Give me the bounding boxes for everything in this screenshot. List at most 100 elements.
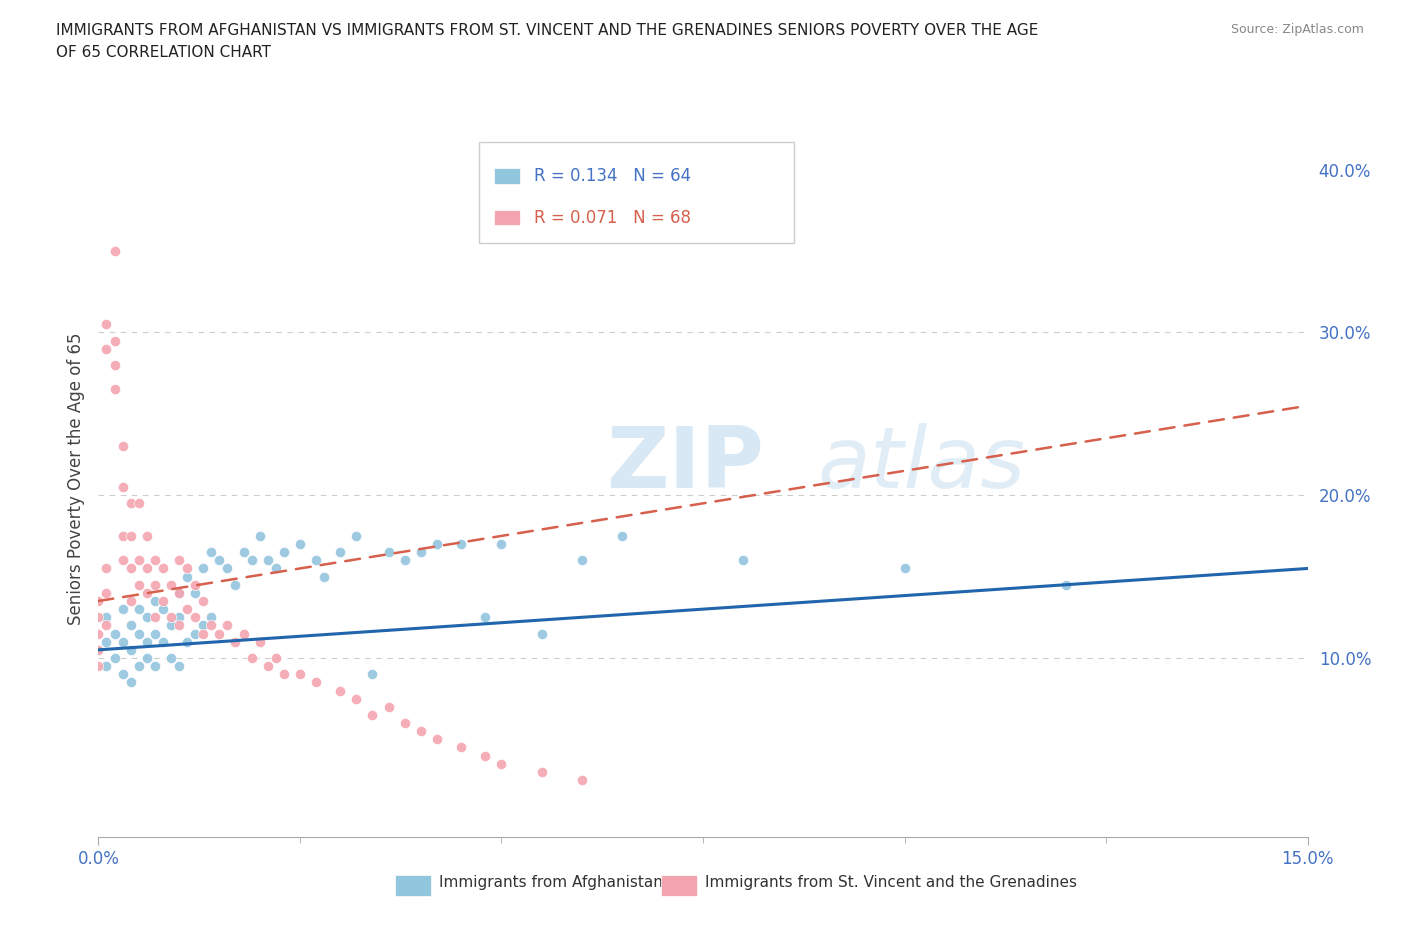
- Point: [111, 634, 134, 649]
- Point: [193, 593, 215, 608]
- Point: [256, 552, 278, 567]
- Text: R = 0.134   N = 64: R = 0.134 N = 64: [534, 167, 690, 185]
- Point: [491, 756, 513, 771]
- Point: [377, 699, 399, 714]
- Point: [160, 578, 183, 592]
- Point: [176, 569, 198, 584]
- Point: [120, 593, 142, 608]
- Text: Immigrants from Afghanistan: Immigrants from Afghanistan: [440, 875, 664, 890]
- Point: [103, 651, 125, 666]
- Point: [128, 552, 150, 567]
- Point: [1054, 578, 1077, 592]
- Point: [232, 626, 254, 641]
- Point: [344, 528, 367, 543]
- Point: [120, 561, 142, 576]
- Point: [160, 618, 183, 633]
- Point: [128, 626, 150, 641]
- Point: [571, 773, 593, 788]
- Point: [128, 602, 150, 617]
- Point: [184, 626, 207, 641]
- Point: [450, 537, 472, 551]
- Point: [208, 626, 231, 641]
- Point: [143, 626, 166, 641]
- Point: [120, 528, 142, 543]
- Point: [87, 643, 110, 658]
- Point: [160, 651, 183, 666]
- Point: [474, 610, 496, 625]
- Text: OF 65 CORRELATION CHART: OF 65 CORRELATION CHART: [56, 45, 271, 60]
- Point: [96, 561, 118, 576]
- Point: [200, 545, 222, 560]
- Point: [135, 634, 157, 649]
- Point: [167, 586, 190, 601]
- Point: [135, 610, 157, 625]
- Point: [612, 528, 634, 543]
- Point: [143, 610, 166, 625]
- Point: [232, 545, 254, 560]
- Point: [571, 552, 593, 567]
- Point: [143, 578, 166, 592]
- Point: [176, 634, 198, 649]
- FancyBboxPatch shape: [479, 142, 793, 243]
- Point: [167, 552, 190, 567]
- Point: [96, 317, 118, 332]
- Point: [530, 764, 553, 779]
- Point: [160, 610, 183, 625]
- Point: [120, 675, 142, 690]
- Point: [305, 675, 328, 690]
- Point: [135, 528, 157, 543]
- FancyBboxPatch shape: [494, 209, 520, 225]
- Point: [135, 561, 157, 576]
- Point: [96, 634, 118, 649]
- Point: [184, 578, 207, 592]
- Point: [135, 586, 157, 601]
- Point: [217, 618, 239, 633]
- Point: [361, 708, 384, 723]
- Point: [96, 610, 118, 625]
- Point: [176, 561, 198, 576]
- Point: [96, 658, 118, 673]
- Point: [184, 610, 207, 625]
- FancyBboxPatch shape: [395, 875, 432, 897]
- Point: [111, 528, 134, 543]
- Point: [120, 618, 142, 633]
- Point: [240, 651, 263, 666]
- Point: [152, 602, 174, 617]
- FancyBboxPatch shape: [494, 168, 520, 184]
- Text: Immigrants from St. Vincent and the Grenadines: Immigrants from St. Vincent and the Gren…: [706, 875, 1077, 890]
- Point: [96, 341, 118, 356]
- Point: [135, 651, 157, 666]
- Point: [450, 740, 472, 755]
- Point: [409, 724, 432, 738]
- Point: [103, 333, 125, 348]
- Point: [103, 626, 125, 641]
- Point: [208, 552, 231, 567]
- Point: [143, 552, 166, 567]
- Point: [193, 618, 215, 633]
- Point: [193, 626, 215, 641]
- Text: Source: ZipAtlas.com: Source: ZipAtlas.com: [1230, 23, 1364, 36]
- Point: [249, 634, 271, 649]
- Point: [426, 537, 449, 551]
- Point: [273, 545, 295, 560]
- Point: [111, 552, 134, 567]
- Point: [111, 602, 134, 617]
- Point: [200, 610, 222, 625]
- Point: [111, 667, 134, 682]
- Point: [474, 748, 496, 763]
- Text: atlas: atlas: [818, 423, 1026, 506]
- Text: ZIP: ZIP: [606, 423, 763, 506]
- Point: [530, 626, 553, 641]
- Point: [314, 569, 336, 584]
- Point: [120, 496, 142, 511]
- Point: [167, 586, 190, 601]
- Point: [128, 578, 150, 592]
- Point: [361, 667, 384, 682]
- Point: [128, 658, 150, 673]
- Point: [193, 561, 215, 576]
- Point: [176, 602, 198, 617]
- Point: [217, 561, 239, 576]
- Point: [103, 244, 125, 259]
- FancyBboxPatch shape: [661, 875, 697, 897]
- Point: [893, 561, 915, 576]
